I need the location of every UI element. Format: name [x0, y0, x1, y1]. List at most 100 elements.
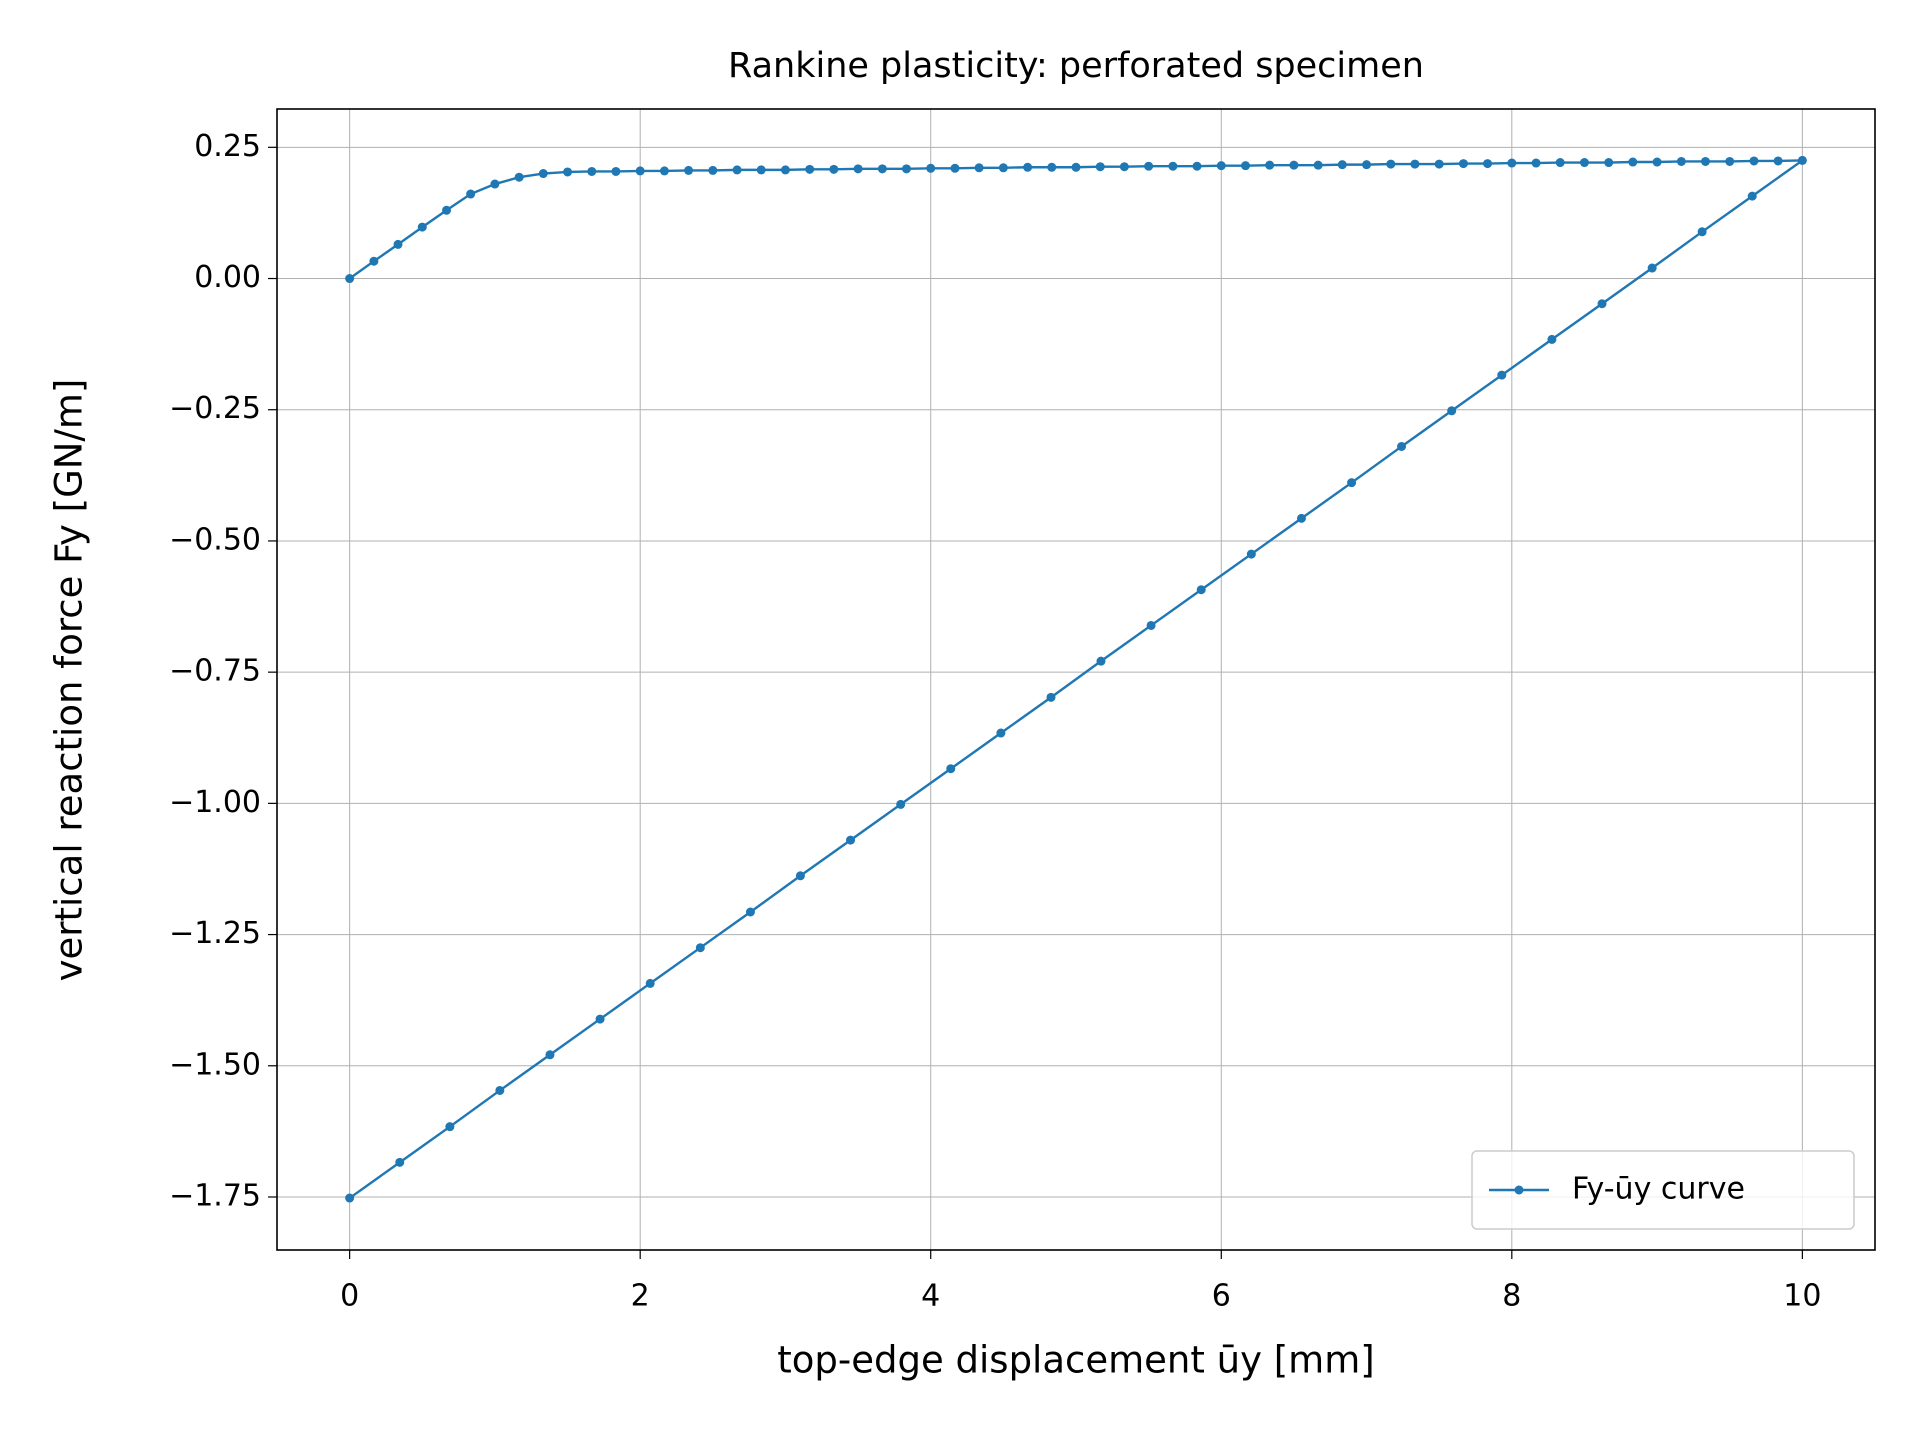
- data-point: [877, 164, 887, 174]
- data-point: [998, 163, 1008, 173]
- data-point: [1547, 334, 1557, 344]
- data-point: [1196, 585, 1206, 595]
- data-point: [345, 1193, 355, 1203]
- data-point: [1447, 406, 1457, 416]
- data-point: [442, 205, 452, 215]
- y-tick-label: −0.25: [169, 391, 261, 426]
- data-point: [514, 172, 524, 182]
- data-point: [1652, 157, 1662, 167]
- data-point: [1483, 159, 1493, 169]
- plot-frame: [276, 108, 1876, 1251]
- data-point: [495, 1085, 505, 1095]
- data-point: [1095, 162, 1105, 172]
- data-point: [545, 1050, 555, 1060]
- data-point: [1434, 159, 1444, 169]
- x-tick-label: 10: [1783, 1279, 1821, 1314]
- x-tick-label: 6: [1212, 1279, 1231, 1314]
- data-point: [1458, 159, 1468, 169]
- data-point: [732, 165, 742, 175]
- data-point: [1531, 158, 1541, 168]
- data-point: [1647, 263, 1657, 273]
- data-point: [1023, 162, 1033, 172]
- data-point: [645, 978, 655, 988]
- data-point: [393, 239, 403, 249]
- data-point: [1071, 162, 1081, 172]
- legend-label: Fy-ūy curve: [1572, 1172, 1745, 1207]
- data-point: [1046, 692, 1056, 702]
- y-tick-label: −1.75: [169, 1178, 261, 1213]
- data-point: [1192, 161, 1202, 171]
- data-point: [780, 165, 790, 175]
- data-point: [659, 166, 669, 176]
- data-point: [974, 163, 984, 173]
- y-tick-label: 0.25: [194, 129, 261, 164]
- data-point: [805, 164, 815, 174]
- x-tick-label: 0: [340, 1279, 359, 1314]
- data-point: [587, 166, 597, 176]
- data-point: [1265, 160, 1275, 170]
- data-point: [684, 165, 694, 175]
- data-point: [1676, 156, 1686, 166]
- data-point: [1579, 158, 1589, 168]
- x-tick-label: 8: [1502, 1279, 1521, 1314]
- data-point: [417, 222, 427, 232]
- data-point: [1337, 160, 1347, 170]
- data-point: [1628, 157, 1638, 167]
- data-point: [745, 907, 755, 917]
- data-point: [490, 179, 500, 189]
- data-point: [695, 943, 705, 953]
- data-point: [1604, 158, 1614, 168]
- data-line: [348, 159, 1807, 1200]
- data-point: [1773, 156, 1783, 166]
- chart-title: Rankine plasticity: perforated specimen: [728, 46, 1424, 86]
- data-point: [1507, 158, 1517, 168]
- data-point: [1747, 191, 1757, 201]
- data-point: [1246, 549, 1256, 559]
- data-point: [1096, 656, 1106, 666]
- data-point: [1725, 156, 1735, 166]
- data-point: [1241, 161, 1251, 171]
- data-point: [829, 164, 839, 174]
- data-point: [538, 169, 548, 179]
- data-point: [1362, 160, 1372, 170]
- data-point: [1289, 160, 1299, 170]
- x-tick-label: 2: [631, 1279, 650, 1314]
- data-point: [445, 1122, 455, 1132]
- data-point: [896, 799, 906, 809]
- legend-marker: [1514, 1185, 1524, 1195]
- data-point: [756, 165, 766, 175]
- legend-box: [1471, 1150, 1855, 1230]
- data-point: [369, 256, 379, 266]
- data-point: [1347, 478, 1357, 488]
- data-point: [395, 1157, 405, 1167]
- data-point: [595, 1014, 605, 1024]
- y-tick-label: −1.25: [169, 916, 261, 951]
- data-point: [345, 274, 355, 284]
- data-point: [946, 764, 956, 774]
- data-point: [1168, 161, 1178, 171]
- data-point: [846, 835, 856, 845]
- data-point: [901, 164, 911, 174]
- data-point: [1749, 156, 1759, 166]
- data-point: [635, 166, 645, 176]
- data-point: [853, 164, 863, 174]
- data-point: [950, 163, 960, 173]
- data-point: [1216, 161, 1226, 171]
- data-point: [1144, 161, 1154, 171]
- data-point: [1397, 441, 1407, 451]
- data-point: [1597, 299, 1607, 309]
- data-point: [611, 166, 621, 176]
- data-point: [1119, 162, 1129, 172]
- y-axis-label: vertical reaction force Fy [GN/m]: [48, 379, 91, 982]
- legend: Fy-ūy curve: [1471, 1150, 1855, 1230]
- y-tick-label: −1.00: [169, 785, 261, 820]
- data-point: [1700, 156, 1710, 166]
- data-point: [1555, 158, 1565, 168]
- data-point: [1410, 159, 1420, 169]
- data-point: [1146, 620, 1156, 630]
- y-tick-label: 0.00: [194, 260, 261, 295]
- x-tick-label: 4: [921, 1279, 940, 1314]
- data-point: [1697, 227, 1707, 237]
- y-tick-label: −0.75: [169, 654, 261, 689]
